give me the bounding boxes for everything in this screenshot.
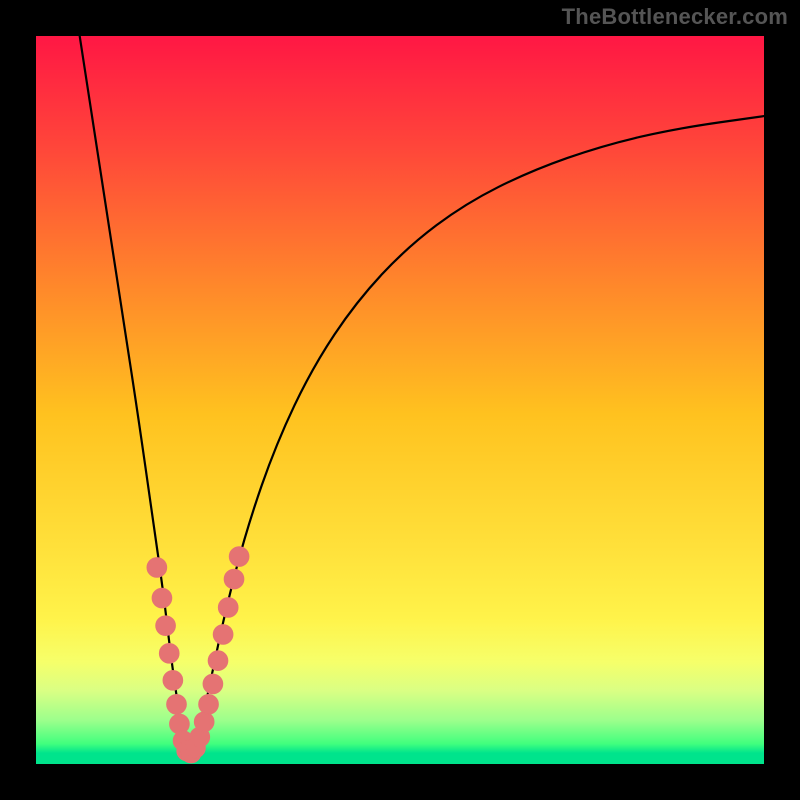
data-dot xyxy=(229,547,249,567)
data-dot xyxy=(218,598,238,618)
data-dot xyxy=(208,651,228,671)
data-dot xyxy=(213,625,233,645)
data-dot xyxy=(224,569,244,589)
data-dot xyxy=(167,694,187,714)
data-dot xyxy=(199,694,219,714)
bottleneck-v-chart xyxy=(0,0,800,800)
data-dot xyxy=(156,616,176,636)
data-dot xyxy=(159,644,179,664)
watermark-label: TheBottlenecker.com xyxy=(562,4,788,30)
chart-stage: TheBottlenecker.com xyxy=(0,0,800,800)
data-dot xyxy=(147,558,167,578)
data-dot xyxy=(163,670,183,690)
data-dot xyxy=(203,674,223,694)
plot-background-gradient xyxy=(36,36,764,764)
data-dot xyxy=(194,712,214,732)
data-dot xyxy=(152,588,172,608)
data-dot xyxy=(170,714,190,734)
